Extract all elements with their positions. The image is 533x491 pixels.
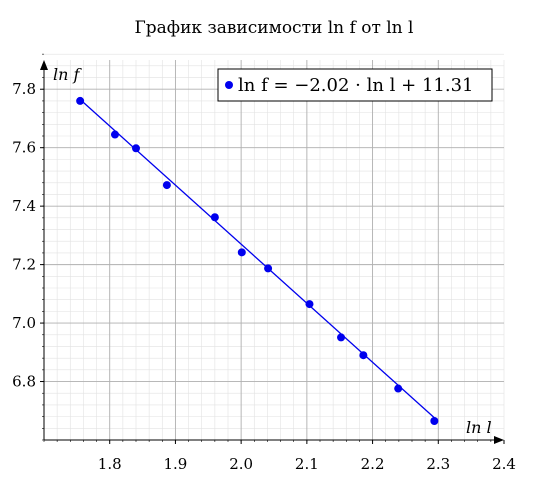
axes bbox=[40, 60, 504, 444]
y-tick-label: 7.2 bbox=[12, 256, 36, 274]
x-tick-label: 1.8 bbox=[98, 455, 122, 473]
data-point bbox=[337, 333, 346, 342]
data-point bbox=[237, 248, 246, 257]
x-tick-label: 2.2 bbox=[361, 455, 385, 473]
minor-grid bbox=[43, 53, 505, 441]
y-tick-label: 7.0 bbox=[12, 314, 36, 332]
x-tick-label: 2.3 bbox=[426, 455, 450, 473]
x-axis-arrow-icon bbox=[494, 436, 504, 444]
legend: ln f = −2.02 · ln l + 11.31 bbox=[217, 68, 493, 102]
chart-title: График зависимости ln f от ln l bbox=[135, 18, 414, 38]
data-point bbox=[305, 300, 314, 309]
major-grid bbox=[44, 60, 504, 440]
legend-marker-icon bbox=[225, 81, 233, 89]
x-axis-label: ln l bbox=[466, 418, 492, 437]
y-axis-arrow-icon bbox=[40, 60, 48, 70]
data-point bbox=[210, 213, 219, 222]
data-point bbox=[430, 417, 439, 425]
legend-box bbox=[217, 68, 493, 102]
y-tick-labels: 6.8 7.0 7.2 7.4 7.6 7.8 bbox=[12, 80, 36, 390]
y-tick-label: 7.8 bbox=[12, 80, 36, 98]
data-point bbox=[394, 384, 403, 393]
data-point bbox=[359, 351, 368, 360]
x-tick-label: 2.4 bbox=[492, 455, 516, 473]
x-tick-labels: 1.8 1.9 2.0 2.1 2.2 2.3 2.4 bbox=[98, 455, 516, 473]
x-tick-label: 1.9 bbox=[163, 455, 187, 473]
y-axis-label: ln f bbox=[53, 65, 83, 84]
x-tick-label: 2.1 bbox=[295, 455, 319, 473]
data-point bbox=[264, 264, 273, 273]
data-point bbox=[132, 144, 140, 153]
legend-entry: ln f = −2.02 · ln l + 11.31 bbox=[238, 75, 473, 96]
data-point bbox=[162, 181, 171, 190]
data-point bbox=[110, 130, 119, 139]
tick-marks bbox=[40, 53, 505, 444]
fit-line-group bbox=[79, 99, 435, 419]
y-tick-label: 7.6 bbox=[12, 139, 36, 157]
y-tick-label: 6.8 bbox=[12, 373, 36, 391]
fit-line bbox=[79, 99, 435, 419]
y-tick-label: 7.4 bbox=[12, 197, 36, 215]
x-tick-label: 2.0 bbox=[229, 455, 253, 473]
data-points bbox=[76, 96, 439, 425]
data-point bbox=[76, 96, 85, 105]
